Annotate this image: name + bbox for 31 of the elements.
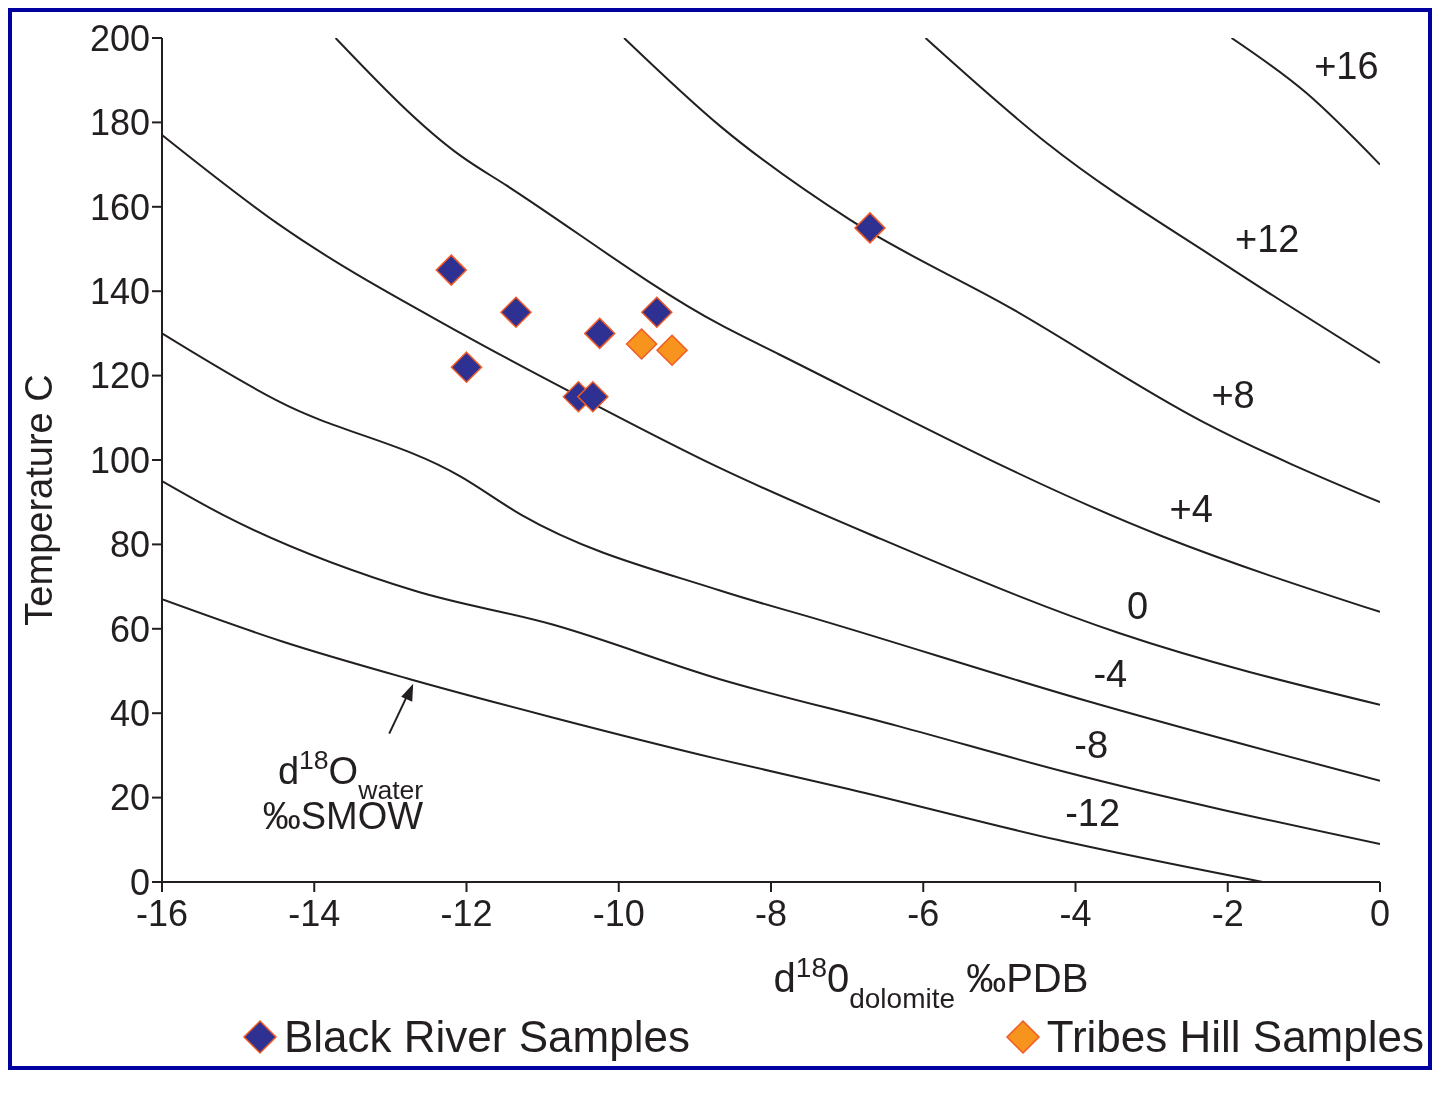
legend-label: Black River Samples [284,1012,690,1062]
series-label: +12 [1234,217,1300,260]
x-axis-title: d$^{18}$0$_{dolomite}$ ‰PDB [773,951,1089,1014]
series-label: -8 [1074,724,1109,767]
x-tick-label: -12 [440,892,493,934]
y-tick-label: 200 [89,17,150,59]
x-tick-label: -6 [907,892,940,934]
y-tick-label: 60 [109,608,150,650]
x-tick-label: -8 [754,892,788,934]
y-tick-label: 20 [109,777,150,819]
series-label: +4 [1169,487,1213,530]
series-label: -12 [1065,791,1121,834]
series-label: +16 [1314,44,1379,87]
y-tick-label: 140 [89,270,150,312]
legend-label: Tribes Hill Samples [1046,1012,1424,1062]
series-label: +8 [1211,374,1255,417]
y-tick-label: 40 [109,692,150,734]
y-tick-label: 180 [89,102,150,144]
x-tick-label: -10 [592,892,645,934]
y-tick-label: 100 [89,439,150,481]
y-tick-label: 120 [89,355,150,397]
y-tick-label: 80 [109,524,150,566]
annotation: d$^{18}$O$_{water}$ ‰SMOW [262,744,424,837]
series-label: -4 [1093,652,1128,695]
x-tick-label: -2 [1211,892,1244,934]
x-tick-label: -4 [1059,892,1092,934]
y-tick-label: 160 [89,186,150,228]
series-label: 0 [1126,585,1149,628]
x-tick-label: 0 [1369,892,1391,934]
x-tick-label: -14 [288,892,341,934]
y-axis-title: Temperature C [18,374,60,626]
